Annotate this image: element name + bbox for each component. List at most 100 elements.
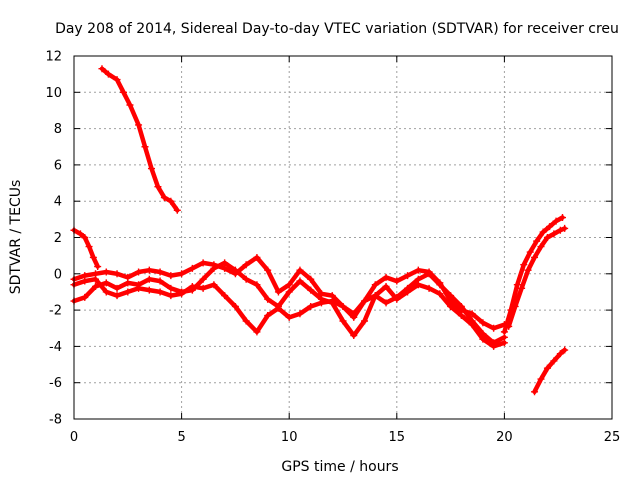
data-point-marker	[102, 279, 110, 287]
data-point-marker	[154, 183, 162, 191]
data-point-marker	[505, 322, 513, 330]
data-point-marker	[371, 281, 379, 289]
data-point-marker	[490, 324, 498, 332]
data-point-marker	[447, 302, 455, 310]
data-point-marker	[468, 310, 476, 318]
data-point-marker	[404, 272, 412, 280]
data-point-marker	[167, 292, 175, 300]
series-line	[506, 226, 567, 329]
data-point-marker	[231, 302, 239, 310]
x-tick-label: 20	[496, 430, 513, 445]
data-point-marker	[524, 266, 532, 274]
y-tick-label: 12	[45, 50, 62, 65]
data-point-marker	[94, 263, 102, 271]
data-point-marker	[382, 283, 390, 291]
data-point-marker	[92, 283, 100, 291]
data-point-marker	[81, 234, 89, 241]
series-line	[99, 66, 180, 213]
data-point-marker	[102, 288, 110, 296]
series-line	[71, 227, 100, 269]
data-point-marker	[285, 281, 293, 289]
data-point-marker	[173, 206, 181, 214]
data-point-marker	[371, 292, 379, 300]
x-tick-label: 10	[281, 430, 298, 445]
data-point-marker	[89, 253, 97, 261]
data-point-marker	[513, 281, 521, 289]
data-point-marker	[210, 264, 218, 272]
data-point-marker	[76, 230, 84, 238]
data-point-marker	[156, 268, 164, 276]
data-point-marker	[242, 317, 250, 325]
data-point-marker	[253, 328, 261, 336]
y-tick-label: -2	[49, 304, 62, 319]
data-point-marker	[511, 302, 519, 310]
data-point-marker	[531, 388, 539, 396]
data-point-marker	[414, 275, 422, 283]
data-point-marker	[350, 332, 358, 340]
data-point-marker	[178, 290, 186, 298]
data-point-marker	[188, 264, 196, 272]
data-point-marker	[113, 284, 121, 292]
data-point-marker	[520, 261, 528, 269]
data-point-marker	[537, 375, 545, 383]
data-point-marker	[119, 88, 127, 96]
data-point-marker	[393, 277, 401, 285]
data-point-marker	[307, 286, 315, 294]
data-point-marker	[145, 286, 153, 294]
series-arc-5	[70, 270, 508, 347]
data-point-marker	[178, 270, 186, 278]
data-point-marker	[104, 70, 112, 78]
x-tick-label: 5	[177, 430, 185, 445]
data-point-marker	[561, 224, 569, 232]
axis-ticks: 0 5 10 15 20 25 -8 -6 -4 -2 0 2 4 6 8 10 12	[45, 50, 620, 446]
data-point-marker	[550, 230, 558, 238]
series-arc-6	[500, 214, 567, 336]
data-point-marker	[242, 275, 250, 283]
data-point-marker	[556, 350, 564, 358]
data-point-marker	[526, 248, 534, 256]
data-point-marker	[81, 277, 89, 285]
data-point-marker	[124, 279, 132, 287]
y-tick-label: 0	[54, 267, 62, 282]
data-point-marker	[350, 310, 358, 318]
data-point-marker	[145, 275, 153, 283]
series-arc-7	[505, 224, 569, 330]
data-point-marker	[199, 284, 207, 292]
data-point-marker	[556, 226, 564, 234]
data-point-marker	[199, 259, 207, 267]
data-point-marker	[447, 292, 455, 300]
data-point-marker	[113, 270, 121, 278]
x-tick-label: 15	[389, 430, 406, 445]
data-point-marker	[141, 143, 149, 151]
data-point-marker	[543, 234, 551, 241]
data-point-marker	[339, 317, 347, 325]
y-tick-label: 2	[54, 231, 62, 246]
data-point-marker	[135, 121, 143, 129]
data-point-marker	[559, 214, 567, 222]
data-point-marker	[85, 243, 93, 251]
y-tick-label: 8	[54, 122, 62, 137]
grid	[74, 56, 612, 419]
data-point-marker	[339, 302, 347, 310]
data-point-marker	[382, 273, 390, 281]
y-tick-label: 4	[54, 195, 62, 210]
data-point-marker	[145, 266, 153, 274]
data-point-marker	[546, 223, 554, 231]
data-point-marker	[167, 272, 175, 280]
data-point-marker	[539, 228, 547, 236]
data-point-marker	[468, 317, 476, 325]
series-arc-8	[531, 346, 569, 396]
data-point-marker	[436, 281, 444, 289]
data-point-marker	[457, 302, 465, 310]
data-point-marker	[296, 266, 304, 274]
data-point-marker	[160, 194, 168, 202]
data-point-marker	[210, 281, 218, 289]
data-point-marker	[479, 330, 487, 338]
data-point-marker	[126, 101, 134, 109]
data-point-marker	[425, 270, 433, 278]
data-point-marker	[490, 339, 498, 347]
series-arc-1	[98, 65, 181, 214]
series-line	[502, 215, 565, 335]
data-point-marker	[147, 165, 155, 173]
